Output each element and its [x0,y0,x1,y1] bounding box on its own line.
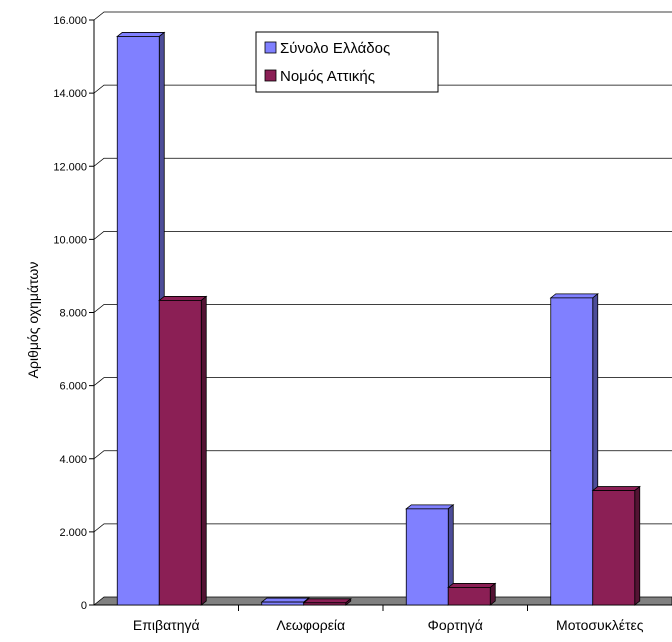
bar-series-1-3 [549,293,599,606]
gridline [93,304,672,313]
bars [116,31,641,606]
x-category-label: Επιβατηγά [133,617,200,633]
y-tick-label: 12.000 [53,161,87,173]
y-tick-label: 8.000 [59,308,87,320]
gridline [93,157,672,167]
gridline [93,523,672,533]
legend: Σύνολο Ελλάδος Νομός Αττικής [255,31,439,93]
x-category-label: Μοτοσυκλέτες [556,617,644,633]
x-axis-categories: Επιβατηγά Λεωφορεία Φορτηγά Μοτοσυκλέτες [133,617,644,633]
bar-series-2-0 [158,295,208,606]
legend-box [255,31,439,93]
x-category-label: Λεωφορεία [276,617,345,633]
y-tick-label: 0 [81,600,87,612]
y-tick-label: 4.000 [59,454,87,466]
y-tick-label: 10.000 [53,234,87,246]
legend-label-series-1: Σύνολο Ελλάδος [280,40,390,57]
x-category-label: Φορτηγά [428,617,483,633]
bar-series-2-2 [447,582,497,606]
y-tick-label: 14.000 [53,88,87,100]
gridline [93,11,672,21]
y-tick-label: 2.000 [59,527,87,539]
y-axis: 0 2.000 4.000 6.000 8.000 10.000 12.000 14.000 1… [53,15,528,612]
legend-swatch-series-2 [264,69,277,82]
gridline [93,230,672,240]
legend-label-series-2: Νομός Αττικής [280,68,375,85]
gridlines [93,11,672,533]
bar-series-1-1 [260,597,310,606]
bar-series-2-3 [591,485,641,606]
bar-series-1-0 [116,31,166,606]
gridline [93,377,672,386]
gridline [93,84,672,94]
y-axis-label: Αριθμός οχημάτων [25,262,41,379]
gridline [93,450,672,460]
bar-series-1-2 [405,504,455,606]
bar-series-2-1 [302,597,352,606]
y-tick-label: 16.000 [53,15,87,27]
y-tick-label: 6.000 [59,381,87,393]
legend-swatch-series-1 [264,41,277,54]
